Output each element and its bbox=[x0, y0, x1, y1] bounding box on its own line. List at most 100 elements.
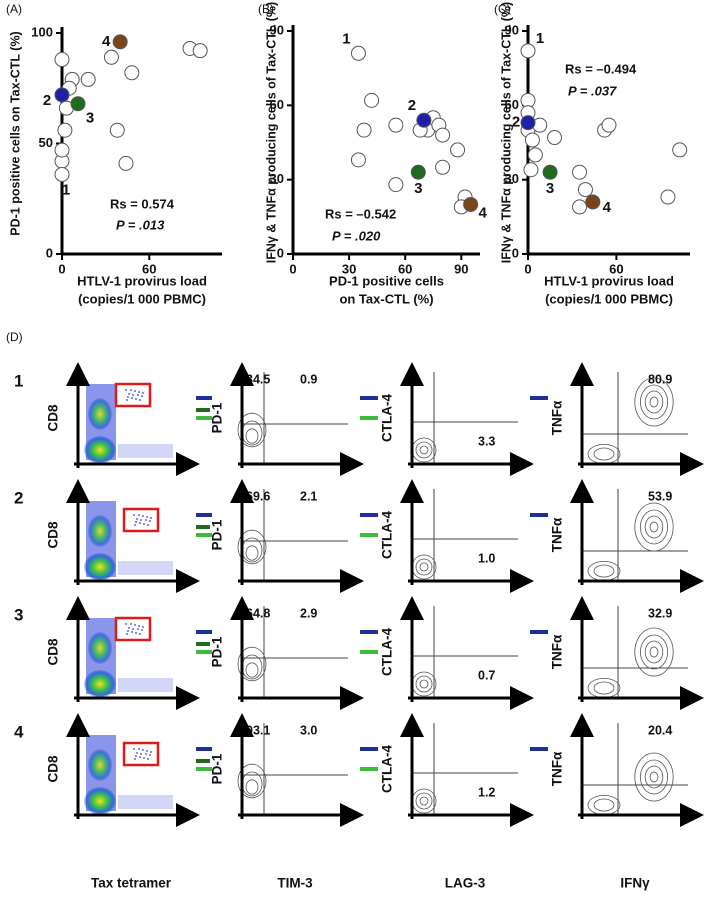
row-label: 2 bbox=[14, 488, 23, 507]
y-axis-label: PD-1 bbox=[210, 519, 225, 550]
data-point bbox=[388, 117, 404, 133]
y-axis-label: IFNγ & TNFα producing cells of Tax-CTL (… bbox=[264, 2, 278, 263]
point-label: 2 bbox=[408, 97, 416, 114]
panel-label: (D) bbox=[6, 330, 23, 344]
quadrant-value: 1.0 bbox=[478, 551, 495, 565]
dot bbox=[139, 399, 141, 401]
panel-label: (C) bbox=[494, 2, 511, 16]
data-point bbox=[57, 122, 73, 138]
x-tick-label: 0 bbox=[58, 261, 65, 276]
y-tick-label: 0 bbox=[277, 245, 284, 260]
contour bbox=[634, 752, 674, 802]
x-tick-label: 60 bbox=[609, 261, 623, 276]
contour bbox=[241, 654, 263, 680]
density bbox=[84, 787, 116, 815]
data-point bbox=[572, 164, 588, 180]
contour bbox=[415, 558, 433, 576]
gate bbox=[114, 616, 152, 642]
contour bbox=[415, 441, 433, 459]
dot bbox=[128, 393, 130, 395]
contour bbox=[649, 521, 659, 533]
gate bbox=[114, 382, 152, 408]
y-axis-label: CTLA-4 bbox=[380, 394, 395, 442]
row-label: 3 bbox=[14, 605, 23, 624]
data-point bbox=[54, 166, 70, 182]
dot bbox=[127, 630, 129, 632]
x-tick-label: 60 bbox=[142, 261, 156, 276]
dot bbox=[130, 389, 132, 391]
y-axis-label: CD8 bbox=[46, 638, 61, 665]
contour bbox=[245, 428, 259, 444]
annotation: P = .020 bbox=[332, 228, 381, 243]
dot bbox=[133, 748, 135, 750]
x-axis-label: PD-1 positive cells bbox=[329, 273, 444, 288]
panel-label: (A) bbox=[6, 2, 22, 16]
contour bbox=[241, 420, 263, 446]
contour bbox=[419, 796, 429, 806]
dot bbox=[139, 756, 141, 758]
y-tick-label: 30 bbox=[505, 171, 519, 186]
dot bbox=[136, 752, 138, 754]
quadrant-value: 20.4 bbox=[648, 723, 672, 737]
dot bbox=[149, 754, 151, 756]
point-label: 3 bbox=[414, 180, 422, 197]
dot bbox=[145, 753, 147, 755]
annotation: Rs = –0.494 bbox=[565, 61, 637, 76]
data-point bbox=[577, 182, 593, 198]
contour bbox=[237, 646, 267, 682]
y-tick-label: 100 bbox=[31, 24, 53, 39]
y-axis-label: IFNγ & TNFα producing cells of Tax-CTL (… bbox=[499, 2, 513, 263]
data-point bbox=[350, 45, 366, 61]
contour bbox=[245, 662, 259, 678]
contour bbox=[415, 675, 433, 693]
contour bbox=[241, 771, 263, 797]
quadrant-value: 80.9 bbox=[648, 372, 672, 386]
dot bbox=[138, 625, 140, 627]
data-point bbox=[103, 49, 119, 65]
quadrant-value: 53.9 bbox=[648, 489, 672, 503]
quadrant-value: 69.6 bbox=[246, 489, 270, 503]
y-axis-label: CD8 bbox=[46, 404, 61, 431]
data-point bbox=[192, 43, 208, 59]
gate bbox=[122, 741, 160, 767]
x-axis-label: LAG-3 bbox=[445, 876, 486, 891]
x-axis-label: HTLV-1 provirus load bbox=[77, 273, 207, 288]
dot bbox=[138, 514, 140, 516]
dot bbox=[126, 633, 128, 635]
contour bbox=[587, 795, 621, 816]
dot bbox=[135, 755, 137, 757]
y-tick-label: 60 bbox=[270, 97, 284, 112]
dot bbox=[138, 748, 140, 750]
dot bbox=[146, 750, 148, 752]
data-point bbox=[109, 122, 125, 138]
dot bbox=[126, 399, 128, 401]
quadrant-value: 34.5 bbox=[246, 372, 270, 386]
contour bbox=[640, 759, 669, 795]
density bbox=[84, 553, 116, 581]
x-tick-label: 90 bbox=[454, 261, 468, 276]
dot bbox=[128, 627, 130, 629]
dot bbox=[150, 751, 152, 753]
dot bbox=[133, 514, 135, 516]
point-label: 1 bbox=[62, 181, 70, 198]
contour bbox=[593, 681, 615, 695]
dot bbox=[132, 394, 134, 396]
point-label: 1 bbox=[342, 30, 350, 47]
data-point bbox=[364, 92, 380, 108]
density bbox=[88, 398, 112, 430]
quadrant-value: 0.7 bbox=[478, 668, 495, 682]
gate bbox=[122, 507, 160, 533]
dot bbox=[143, 523, 145, 525]
dot bbox=[131, 397, 133, 399]
y-axis-label: PD-1 bbox=[210, 402, 225, 433]
contour bbox=[640, 384, 669, 420]
quadrant-value: 2.1 bbox=[300, 489, 317, 503]
y-axis-label: TNFα bbox=[550, 634, 565, 669]
dot bbox=[142, 392, 144, 394]
y-axis-label: CD8 bbox=[46, 755, 61, 782]
y-tick-label: 30 bbox=[270, 171, 284, 186]
dot bbox=[141, 395, 143, 397]
data-point bbox=[585, 194, 601, 210]
y-axis-label: CTLA-4 bbox=[380, 628, 395, 676]
